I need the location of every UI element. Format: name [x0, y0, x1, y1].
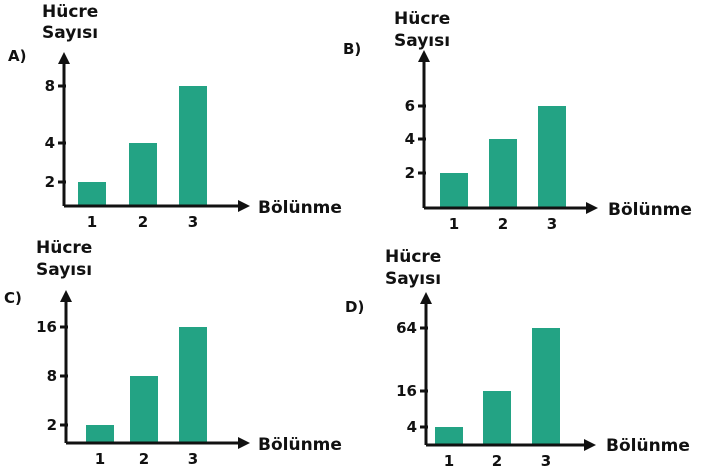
y-axis-title-line2: Sayısı [42, 23, 98, 43]
x-tick-label: 1 [95, 450, 105, 468]
y-axis-title-line2: Sayısı [36, 260, 92, 280]
y-axis-arrow-icon [420, 292, 432, 304]
y-axis-arrow-icon [418, 50, 430, 62]
y-tick-label: 16 [396, 382, 417, 400]
x-axis-arrow-icon [238, 437, 250, 449]
y-tick-label: 4 [407, 418, 417, 436]
bar-1 [86, 425, 114, 443]
bar-1 [435, 427, 463, 445]
x-tick-label: 2 [139, 450, 149, 468]
x-tick-label: 1 [444, 452, 454, 470]
x-tick-label: 1 [449, 215, 459, 233]
x-tick-label: 1 [87, 213, 97, 231]
x-axis-arrow-icon [238, 200, 250, 212]
x-tick-label: 3 [188, 213, 198, 231]
option-label: C) [4, 289, 22, 307]
x-axis-title: Bölünme [258, 198, 342, 218]
bar-2 [130, 376, 158, 443]
y-tick-label: 2 [405, 164, 415, 182]
x-axis-title: Bölünme [608, 200, 692, 220]
bar-3 [179, 327, 207, 443]
x-axis-arrow-icon [586, 202, 598, 214]
bar-2 [129, 143, 157, 206]
option-label: A) [8, 47, 26, 65]
y-tick-label: 64 [396, 319, 417, 337]
bar-3 [532, 328, 560, 445]
bar-1 [440, 173, 468, 208]
x-axis-arrow-icon [584, 439, 596, 451]
bar-1 [78, 182, 106, 206]
x-tick-label: 3 [188, 450, 198, 468]
bar-2 [483, 391, 511, 445]
y-tick-label: 8 [47, 367, 57, 385]
x-axis-title: Bölünme [258, 435, 342, 455]
x-axis-title: Bölünme [606, 436, 690, 456]
y-tick-label: 8 [45, 77, 55, 95]
x-tick-label: 2 [498, 215, 508, 233]
y-tick-label: 16 [36, 318, 57, 336]
option-label: D) [345, 298, 364, 316]
y-axis-title-line2: Sayısı [385, 269, 441, 289]
y-axis-title-line1: Hücre [394, 9, 450, 29]
y-tick-label: 4 [45, 134, 55, 152]
y-axis-title-line1: Hücre [385, 247, 441, 267]
y-tick-label: 4 [405, 130, 415, 148]
bar-3 [538, 106, 566, 208]
y-tick-label: 2 [45, 173, 55, 191]
y-axis-title-line1: Hücre [42, 2, 98, 22]
x-tick-label: 3 [547, 215, 557, 233]
y-axis-arrow-icon [60, 290, 72, 302]
y-tick-label: 2 [47, 416, 57, 434]
y-axis-title-line2: Sayısı [394, 31, 450, 51]
y-tick-label: 6 [405, 97, 415, 115]
x-tick-label: 2 [492, 452, 502, 470]
x-tick-label: 3 [541, 452, 551, 470]
x-tick-label: 2 [138, 213, 148, 231]
y-axis-arrow-icon [58, 52, 70, 64]
option-label: B) [343, 40, 361, 58]
bar-2 [489, 139, 517, 208]
bar-3 [179, 86, 207, 206]
y-axis-title-line1: Hücre [36, 238, 92, 258]
